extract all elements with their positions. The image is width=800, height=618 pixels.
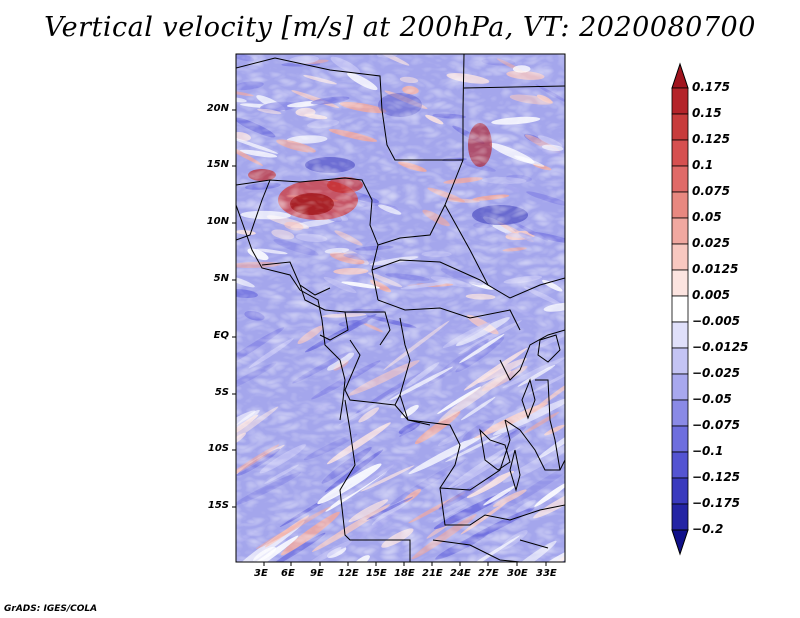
lat-label: 15S (207, 500, 229, 511)
lat-label: 5N (213, 273, 229, 284)
lon-label: 24E (450, 568, 471, 579)
colorbar-label: −0.025 (692, 366, 741, 380)
colorbar-swatch (671, 269, 689, 297)
lat-label: EQ (213, 330, 229, 341)
colorbar-label: 0.175 (692, 80, 730, 94)
colorbar-label: −0.05 (692, 392, 732, 406)
colorbar-swatch (671, 243, 689, 271)
axis-ticks (232, 109, 547, 566)
colorbar-swatch (671, 451, 689, 479)
colorbar-label: 0.15 (692, 106, 722, 120)
colorbar-label: −0.075 (692, 418, 741, 432)
lon-label: 12E (338, 568, 359, 579)
colorbar-bottom-arrow (671, 529, 689, 556)
colorbar (671, 62, 689, 556)
colorbar-swatch (671, 113, 689, 141)
colorbar-swatch (671, 87, 689, 115)
colorbar-label: −0.1 (692, 444, 724, 458)
colorbar-label: 0.05 (692, 210, 722, 224)
lat-label: 15N (206, 159, 229, 170)
colorbar-label: −0.2 (692, 522, 724, 536)
colorbar-label: −0.175 (692, 496, 741, 510)
lon-label: 18E (394, 568, 415, 579)
colorbar-label: −0.125 (692, 470, 741, 484)
lat-label: 10S (207, 443, 229, 454)
colorbar-swatch (671, 373, 689, 401)
colorbar-top-arrow (671, 62, 689, 89)
coastline (236, 204, 346, 421)
lon-label: 21E (422, 568, 443, 579)
velocity-field (236, 54, 565, 562)
lon-label: 6E (281, 568, 295, 579)
lon-label: 9E (310, 568, 324, 579)
lon-label: 27E (478, 568, 499, 579)
colorbar-swatch (671, 425, 689, 453)
lat-label: 20N (206, 103, 229, 114)
lon-label: 3E (254, 568, 268, 579)
colorbar-swatch (671, 139, 689, 167)
colorbar-swatch (671, 165, 689, 193)
colorbar-label: 0.125 (692, 132, 730, 146)
lakes (479, 334, 561, 492)
colorbar-swatch (671, 477, 689, 505)
map-frame (235, 53, 566, 563)
colorbar-swatch (671, 191, 689, 219)
colorbar-label: 0.005 (692, 288, 730, 302)
map-title: Vertical velocity [m/s] at 200hPa, VT: 2… (44, 12, 756, 43)
colorbar-label: 0.1 (692, 158, 714, 172)
colorbar-swatch (671, 503, 689, 531)
colorbar-label: 0.025 (692, 236, 730, 250)
country-borders (236, 54, 565, 562)
colorbar-swatch (671, 347, 689, 375)
colorbar-label: 0.0125 (692, 262, 739, 276)
colorbar-swatch (671, 217, 689, 245)
footer-credit: GrADS: IGES/COLA (4, 604, 98, 614)
lat-label: 10N (206, 216, 229, 227)
colorbar-swatch (671, 321, 689, 349)
colorbar-swatch (671, 399, 689, 427)
lon-label: 30E (507, 568, 528, 579)
lat-label: 5S (214, 387, 229, 398)
lon-label: 33E (536, 568, 557, 579)
colorbar-label: −0.005 (692, 314, 741, 328)
colorbar-label: 0.075 (692, 184, 730, 198)
lon-label: 15E (366, 568, 387, 579)
colorbar-swatch (671, 295, 689, 323)
colorbar-label: −0.0125 (692, 340, 749, 354)
